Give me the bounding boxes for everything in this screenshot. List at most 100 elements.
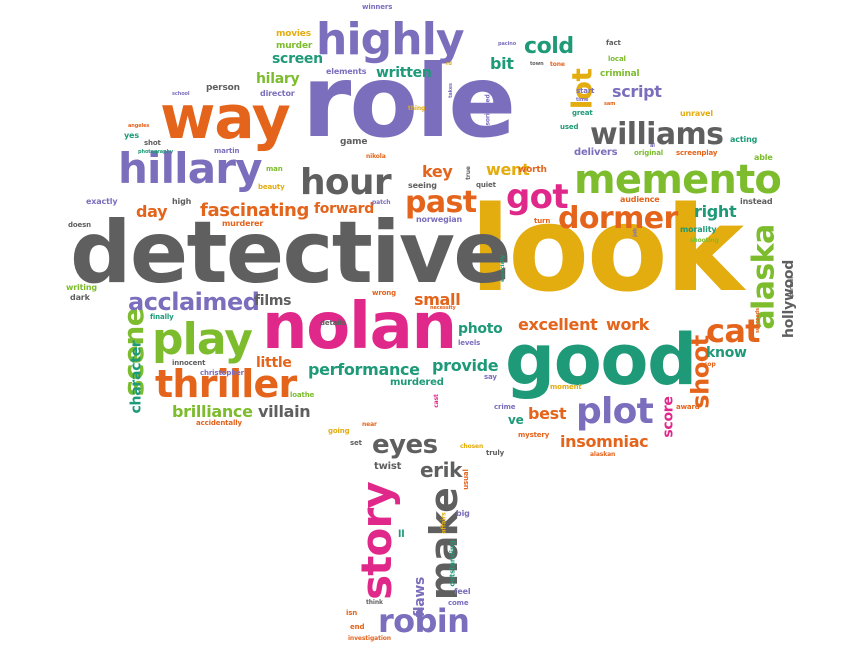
cloud-word: usual	[461, 469, 470, 490]
cloud-word: performance	[308, 360, 420, 379]
cloud-word: thing	[408, 105, 426, 112]
cloud-word: think	[366, 599, 383, 606]
cloud-word: affairs	[440, 512, 448, 534]
cloud-word: partner	[788, 276, 795, 297]
cloud-word: play	[152, 314, 253, 365]
cloud-word: written	[376, 65, 432, 81]
cloud-word: pacino	[498, 41, 517, 47]
cloud-word: cold	[524, 34, 574, 59]
cloud-word: hilary	[256, 71, 300, 87]
cloud-word: investigation	[348, 635, 391, 642]
cloud-word: provide	[432, 356, 499, 375]
cloud-word: villain	[258, 402, 311, 421]
cloud-word: murder	[276, 41, 313, 51]
cloud-word: school	[172, 91, 190, 97]
cloud-word: right	[694, 202, 737, 221]
cloud-word: ll	[398, 529, 405, 540]
cloud-word: town	[530, 61, 544, 67]
cloud-word: criminal	[600, 69, 640, 79]
cloud-word: disoriented	[484, 94, 492, 132]
cloud-word: come	[448, 599, 469, 607]
cloud-word: score	[660, 396, 677, 438]
cloud-word: quiet	[476, 181, 496, 189]
cloud-word: good	[505, 319, 697, 401]
cloud-word: dark	[70, 293, 90, 302]
cloud-word: angeles	[128, 123, 150, 129]
cloud-word: outstanding	[448, 540, 457, 587]
cloud-word: succeeds	[755, 307, 762, 334]
cloud-word: moment	[550, 383, 582, 391]
cloud-word: delivers	[574, 147, 618, 158]
cloud-word: seeing	[408, 181, 437, 190]
cloud-word: insomniac	[560, 432, 649, 451]
cloud-word: christopher	[200, 369, 244, 377]
cloud-word: tone	[550, 61, 565, 68]
cloud-word: acclaimed	[128, 288, 260, 316]
cloud-word: highly	[316, 14, 465, 65]
cloud-word: character	[128, 340, 145, 414]
cloud-word: exactly	[86, 197, 118, 206]
cloud-word: used	[560, 123, 579, 131]
cloud-word: memento	[574, 157, 782, 203]
cloud-word: takes	[447, 83, 454, 98]
cloud-word: photo	[458, 321, 503, 337]
cloud-word: writing	[66, 283, 97, 292]
cloud-word: rd	[446, 61, 452, 67]
cloud-word: cast	[432, 394, 440, 408]
cloud-word: start	[576, 87, 595, 95]
cloud-word: great	[572, 109, 593, 117]
cloud-word: norwegian	[416, 215, 463, 224]
cloud-word: worth	[518, 165, 547, 175]
cloud-word: isn	[346, 609, 358, 617]
cloud-word: excellent	[518, 315, 598, 334]
cloud-word: got	[506, 177, 569, 217]
cloud-word: shooting	[690, 237, 719, 244]
cloud-word: crime	[494, 403, 516, 411]
cloud-word: small	[414, 290, 461, 309]
cloud-word: role	[302, 43, 516, 160]
cloud-word: accidentally	[196, 419, 242, 427]
cloud-word: alaskan	[590, 451, 616, 458]
cloud-word: details	[320, 319, 346, 327]
cloud-word: past	[405, 185, 477, 220]
cloud-word: robin	[378, 602, 470, 640]
cloud-word: flaws	[412, 576, 429, 618]
cloud-word: cop	[704, 361, 716, 368]
cloud-word: feel	[454, 587, 471, 596]
cloud-word: near	[362, 421, 377, 428]
cloud-word: hillary	[118, 144, 262, 193]
cloud-word: fascinating	[200, 200, 310, 221]
cloud-word: script	[612, 82, 662, 101]
cloud-word: high	[172, 197, 192, 206]
cloud-word: don	[342, 254, 350, 268]
cloud-word: winners	[362, 3, 393, 11]
cloud-word: doesn	[68, 221, 92, 229]
cloud-word: truly	[486, 449, 505, 457]
cloud-word: williams	[590, 117, 724, 152]
cloud-word: cat	[706, 312, 761, 350]
cloud-word: detective	[70, 203, 512, 303]
cloud-word: look	[470, 180, 744, 318]
cloud-word: set	[350, 439, 362, 447]
cloud-word: levels	[458, 339, 481, 347]
cloud-word: beauty	[258, 183, 285, 191]
cloud-word: story	[351, 482, 401, 600]
cloud-word: unravel	[680, 109, 713, 118]
cloud-word: thriller	[155, 362, 297, 406]
cloud-word: game	[340, 137, 368, 147]
cloud-word: especially	[500, 254, 507, 283]
cloud-word: key	[422, 162, 453, 181]
cloud-word: audience	[620, 195, 660, 204]
cloud-word: acting	[730, 135, 758, 144]
cloud-word: award	[676, 403, 700, 411]
cloud-word: instead	[740, 197, 773, 206]
cloud-word: end	[350, 623, 365, 631]
cloud-word: know	[706, 345, 747, 361]
cloud-word: going	[328, 427, 350, 435]
cloud-word: movies	[276, 29, 311, 39]
cloud-word: brilliance	[172, 402, 253, 421]
cloud-word: man	[266, 165, 283, 173]
cloud-word: screen	[272, 51, 323, 67]
cloud-word: day	[136, 202, 168, 221]
cloud-word: ve	[508, 413, 524, 427]
